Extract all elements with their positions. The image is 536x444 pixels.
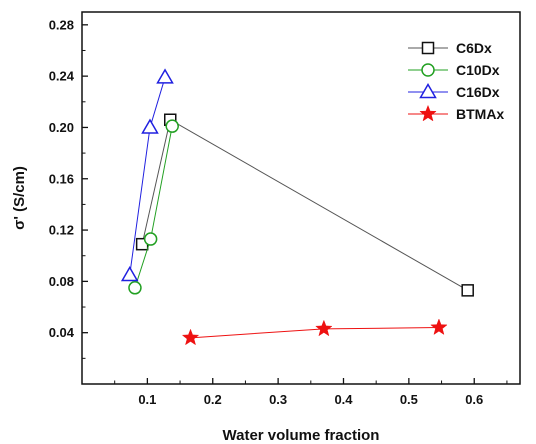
legend-marker: [419, 82, 437, 99]
series-c6dx: [135, 113, 474, 297]
data-point: [120, 265, 139, 282]
y-tick-label: 0.16: [49, 171, 74, 186]
legend-item: BTMAx: [408, 104, 504, 122]
y-tick-label: 0.20: [49, 120, 74, 135]
legend-label: BTMAx: [456, 106, 504, 122]
series-btmax: [181, 318, 448, 346]
legend: C6Dx C10Dx C16Dx BTMAx: [408, 40, 504, 122]
plot-area: [81, 11, 521, 385]
series-line: [190, 327, 439, 339]
y-tick-label: 0.24: [49, 69, 75, 84]
data-point: [128, 281, 142, 295]
series-line: [141, 118, 468, 291]
data-point: [165, 119, 179, 133]
series-line: [134, 126, 173, 288]
legend-label: C10Dx: [456, 62, 500, 78]
y-tick-label: 0.08: [49, 274, 74, 289]
y-axis: 0.04 0.08 0.12 0.16 0.20 0.24 0.28: [49, 17, 88, 359]
legend-label: C16Dx: [456, 84, 500, 100]
x-tick-label: 0.2: [204, 392, 222, 407]
y-tick-label: 0.28: [49, 17, 74, 32]
legend-item: C6Dx: [408, 40, 492, 56]
data-point: [315, 319, 333, 337]
legend-item: C16Dx: [408, 82, 500, 100]
data-point: [143, 232, 158, 246]
x-tick-label: 0.5: [400, 392, 418, 407]
x-tick-label: 0.6: [465, 392, 483, 407]
x-tick-label: 0.1: [138, 392, 156, 407]
data-point: [141, 118, 159, 134]
data-point: [461, 284, 474, 297]
series-c16dx: [120, 68, 174, 282]
x-axis: 0.1 0.2 0.3 0.4 0.5 0.6: [114, 378, 508, 407]
legend-marker: [421, 41, 435, 55]
series-layer: [120, 68, 474, 346]
data-point: [181, 328, 200, 346]
y-tick-label: 0.04: [49, 325, 75, 340]
x-tick-label: 0.4: [334, 392, 353, 407]
y-axis-title: σ' (S/cm): [11, 166, 28, 230]
legend-label: C6Dx: [456, 40, 492, 56]
legend-item: C10Dx: [408, 62, 500, 78]
y-tick-label: 0.12: [49, 223, 74, 238]
data-point: [156, 68, 174, 84]
data-point: [430, 318, 448, 336]
x-tick-label: 0.3: [269, 392, 287, 407]
legend-marker: [421, 63, 435, 77]
x-axis-title: Water volume fraction: [223, 427, 380, 444]
series-c10dx: [128, 119, 179, 295]
legend-marker: [419, 104, 437, 122]
